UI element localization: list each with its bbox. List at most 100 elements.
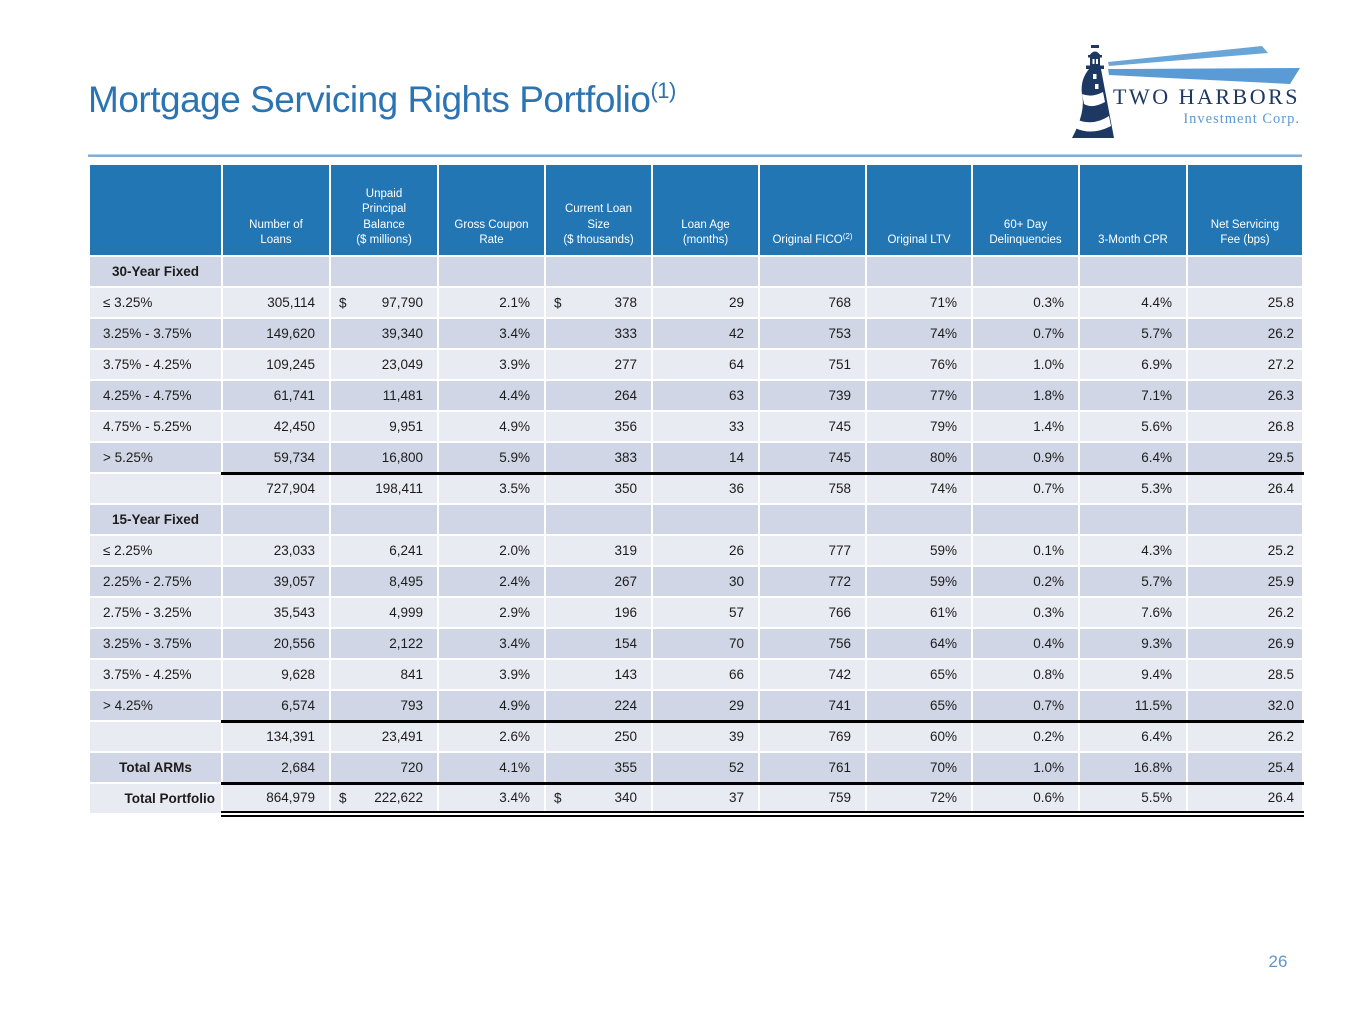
row-label: > 4.25% [88, 689, 223, 722]
table-cell: 39,340 [329, 317, 439, 350]
table-cell: 264 [544, 379, 653, 412]
table-cell [651, 255, 760, 288]
table-row: Total ARMs 2,684 720 4.1% 355 52 761 70% 1.0% 16.… [88, 751, 1304, 785]
table-cell: 60% [865, 720, 973, 753]
table-cell [758, 255, 867, 288]
table-cell [865, 255, 973, 288]
table-cell: 224 [544, 689, 653, 723]
table-row: Total Portfolio 864,979 $222,622 3.4% $340 37… [88, 782, 1304, 817]
row-label: 3.25% - 3.75% [88, 317, 223, 350]
table-cell: $222,622 [329, 782, 439, 817]
table-cell: 14 [651, 441, 760, 475]
table-cell: 39,057 [221, 565, 331, 598]
dollar-sign: $ [339, 790, 347, 806]
table-cell: 109,245 [221, 348, 331, 381]
row-label: Total Portfolio [88, 782, 223, 815]
dollar-sign: $ [554, 295, 562, 310]
table-cell: 66 [651, 658, 760, 691]
table-cell: 23,491 [329, 720, 439, 753]
table-cell: 134,391 [221, 720, 331, 753]
column-header: Unpaid Principal Balance ($ millions) [329, 163, 439, 257]
table-row: 4.25% - 4.75% 61,741 11,481 4.4% 264 63 739 77%… [88, 379, 1304, 412]
table-cell: 727,904 [221, 472, 331, 505]
column-header: Net Servicing Fee (bps) [1186, 163, 1304, 257]
table-cell: 6.4% [1078, 720, 1188, 753]
table-cell: 4.4% [1078, 286, 1188, 319]
table-header-row: Number of Loans Unpaid Principal Balance … [88, 163, 1304, 257]
table-cell [221, 503, 331, 536]
slide-title-text: Mortgage Servicing Rights Portfolio [88, 79, 651, 120]
table-cell: 9.3% [1078, 627, 1188, 660]
table-cell [1078, 503, 1188, 536]
table-cell: 6,241 [329, 534, 439, 567]
table-cell [437, 255, 546, 288]
table-cell: 277 [544, 348, 653, 381]
table-cell: 4.3% [1078, 534, 1188, 567]
table-cell: 27.2 [1186, 348, 1304, 381]
table-cell: 768 [758, 286, 867, 319]
table-cell [971, 255, 1080, 288]
table-cell: 2.0% [437, 534, 546, 567]
row-label: 2.75% - 3.25% [88, 596, 223, 629]
table-cell: 720 [329, 751, 439, 785]
table-row: ≤ 2.25% 23,033 6,241 2.0% 319 26 777 59% 0.1% 4.3… [88, 534, 1304, 567]
table-cell: 0.6% [971, 782, 1080, 817]
table-cell: 777 [758, 534, 867, 567]
table-cell: 77% [865, 379, 973, 412]
table-row: 3.25% - 3.75% 20,556 2,122 3.4% 154 70 756 64% 0… [88, 627, 1304, 660]
row-label: > 5.25% [88, 441, 223, 474]
msr-portfolio-table: Number of Loans Unpaid Principal Balance … [88, 163, 1304, 817]
table-cell: 2.4% [437, 565, 546, 598]
table-cell [1078, 255, 1188, 288]
lighthouse-icon [1072, 45, 1300, 138]
table-cell: 319 [544, 534, 653, 567]
table-cell: 350 [544, 472, 653, 505]
table-cell: 80% [865, 441, 973, 475]
table-cell: 6,574 [221, 689, 331, 723]
table-cell: 149,620 [221, 317, 331, 350]
table-cell: 11,481 [329, 379, 439, 412]
table-body: 30-Year Fixed ≤ 3.25% 305,114 $97,790 2.1% $3… [88, 255, 1304, 817]
table-cell: 42 [651, 317, 760, 350]
table-cell [758, 503, 867, 536]
table-cell: 267 [544, 565, 653, 598]
table-cell: 766 [758, 596, 867, 629]
table-cell: 4.4% [437, 379, 546, 412]
table-cell [971, 503, 1080, 536]
table-cell: 36 [651, 472, 760, 505]
table-cell: 37 [651, 782, 760, 817]
table-cell: 26.3 [1186, 379, 1304, 412]
table-cell: 745 [758, 410, 867, 443]
table-cell: 72% [865, 782, 973, 817]
table-cell: 23,049 [329, 348, 439, 381]
table-row: ≤ 3.25% 305,114 $97,790 2.1% $378 29 768 71% 0.3… [88, 286, 1304, 319]
table-cell [651, 503, 760, 536]
table-cell: 25.8 [1186, 286, 1304, 319]
table-cell: 5.3% [1078, 472, 1188, 505]
column-header: Gross Coupon Rate [437, 163, 546, 257]
table-cell: 2.1% [437, 286, 546, 319]
table-cell: 0.3% [971, 596, 1080, 629]
table-cell: 198,411 [329, 472, 439, 505]
table-row: 4.75% - 5.25% 42,450 9,951 4.9% 356 33 745 79% 1… [88, 410, 1304, 443]
table-cell: 25.9 [1186, 565, 1304, 598]
table-cell: 4.9% [437, 410, 546, 443]
table-cell: 64% [865, 627, 973, 660]
table-cell: 59,734 [221, 441, 331, 475]
table-cell: 20,556 [221, 627, 331, 660]
table-cell: 16.8% [1078, 751, 1188, 785]
table-cell: 305,114 [221, 286, 331, 319]
table-cell: 74% [865, 317, 973, 350]
table-cell: 356 [544, 410, 653, 443]
table-cell: 61% [865, 596, 973, 629]
table-cell: 29 [651, 286, 760, 319]
column-header: Loan Age (months) [651, 163, 760, 257]
table-row: > 4.25% 6,574 793 4.9% 224 29 741 65% 0.7% 11.5% 3… [88, 689, 1304, 723]
table-cell: 0.7% [971, 317, 1080, 350]
table-row: 3.75% - 4.25% 9,628 841 3.9% 143 66 742 65% 0.8%… [88, 658, 1304, 691]
row-label: 30-Year Fixed [88, 255, 223, 288]
row-label: 4.75% - 5.25% [88, 410, 223, 443]
table-cell: 739 [758, 379, 867, 412]
table-cell: $340 [544, 782, 653, 817]
